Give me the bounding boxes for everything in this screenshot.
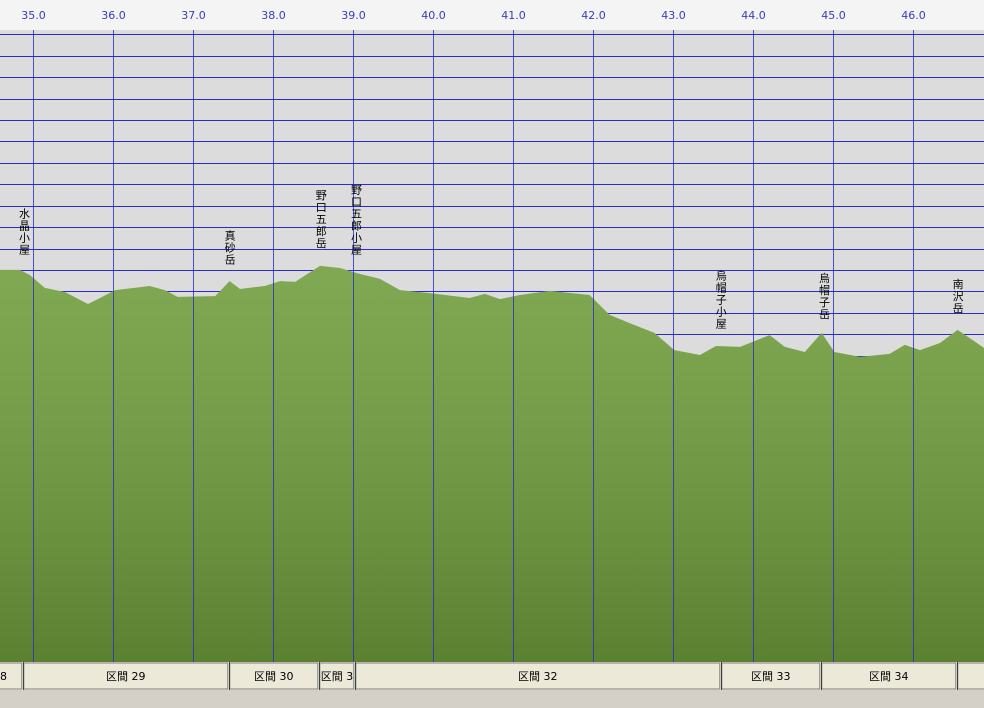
section-label: 区間 29 [106,670,146,683]
x-tick-label: 45.0 [821,9,846,22]
x-tick-label: 38.0 [261,9,286,22]
annotation: 南沢岳 [951,278,964,314]
axis-strip [0,0,984,30]
section-cell [821,662,957,690]
section-label: 8 [0,670,7,683]
x-tick-label: 40.0 [421,9,446,22]
x-tick-label: 42.0 [581,9,606,22]
section-cell [957,662,984,690]
x-tick-label: 44.0 [741,9,766,22]
annotation: 野口五郎小屋 [350,183,363,255]
section-label: 区間 34 [869,670,909,683]
x-tick-label: 36.0 [101,9,126,22]
annotation: 野口五郎岳 [314,189,327,249]
section-cell [23,662,229,690]
annotation: 真砂岳 [223,228,236,265]
section-cell [229,662,319,690]
x-tick-label: 46.0 [901,9,926,22]
section-label: 区間 30 [254,670,294,683]
x-tick-label: 37.0 [181,9,206,22]
x-tick-label: 39.0 [341,9,366,22]
x-tick-label: 43.0 [661,9,686,22]
section-cell [0,662,23,690]
annotation: 水晶小屋 [18,208,31,256]
x-tick-label: 35.0 [21,9,46,22]
elevation-shade [0,265,984,662]
x-tick-label: 41.0 [501,9,526,22]
section-label: 区間 32 [518,670,558,683]
section-label: 区間 3 [321,670,354,683]
section-label: 区間 33 [751,670,791,683]
annotation: 烏帽子小屋 [714,268,727,329]
annotation: 烏帽子岳 [818,271,831,320]
